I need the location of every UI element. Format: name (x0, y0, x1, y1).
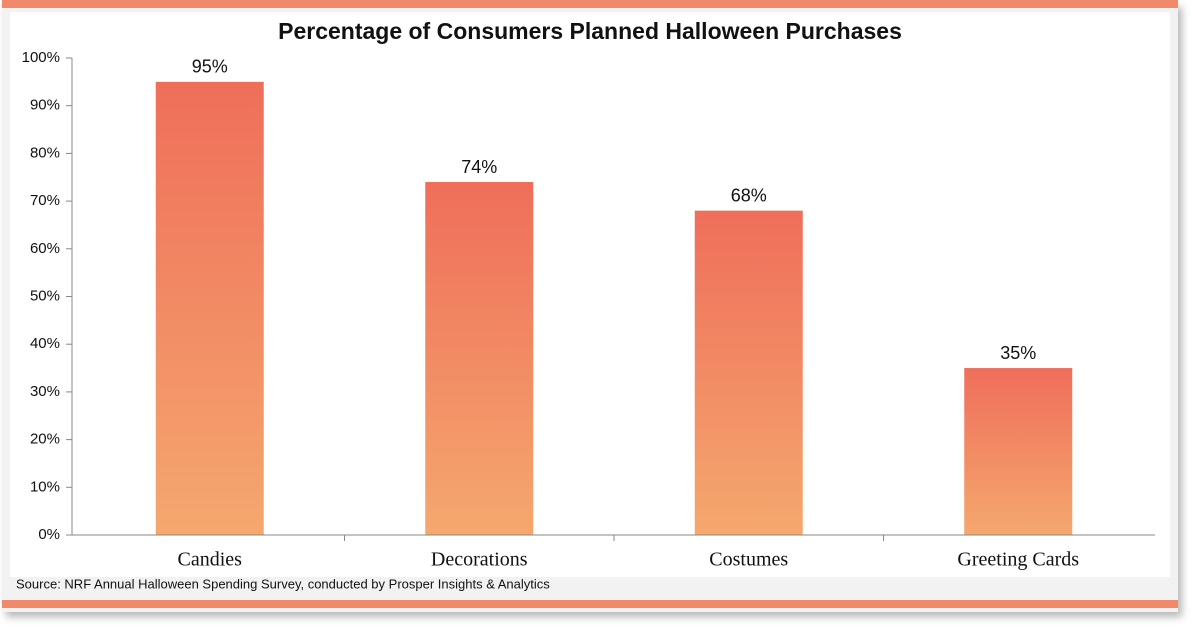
x-tick-label: Candies (178, 549, 243, 571)
bar (155, 81, 264, 535)
y-tick-label: 0% (38, 526, 60, 543)
y-tick-label: 90% (30, 97, 60, 114)
y-tick-label: 30% (30, 383, 60, 400)
bottom-band (2, 600, 1178, 608)
bars (155, 81, 1073, 535)
x-tick-label: Greeting Cards (957, 549, 1079, 571)
y-tick-label: 60% (30, 240, 60, 257)
y-tick-label: 20% (30, 431, 60, 448)
value-label: 68% (731, 185, 767, 205)
y-tick-label: 50% (30, 287, 60, 304)
bar (694, 210, 803, 535)
x-tick-label: Decorations (431, 549, 528, 571)
value-label: 95% (192, 57, 228, 77)
value-label: 74% (461, 157, 497, 177)
chart-title: Percentage of Consumers Planned Hallowee… (278, 18, 902, 44)
y-tick-label: 100% (22, 49, 60, 66)
y-tick-label: 40% (30, 335, 60, 352)
bar (425, 182, 534, 535)
value-label: 35% (1000, 343, 1036, 363)
bar (964, 368, 1073, 535)
y-tick-label: 70% (30, 192, 60, 209)
y-tick-label: 10% (30, 478, 60, 495)
source-note: Source: NRF Annual Halloween Spending Su… (16, 576, 550, 591)
y-tick-label: 80% (30, 144, 60, 161)
x-tick-label: Costumes (709, 549, 788, 571)
top-band (2, 0, 1178, 8)
